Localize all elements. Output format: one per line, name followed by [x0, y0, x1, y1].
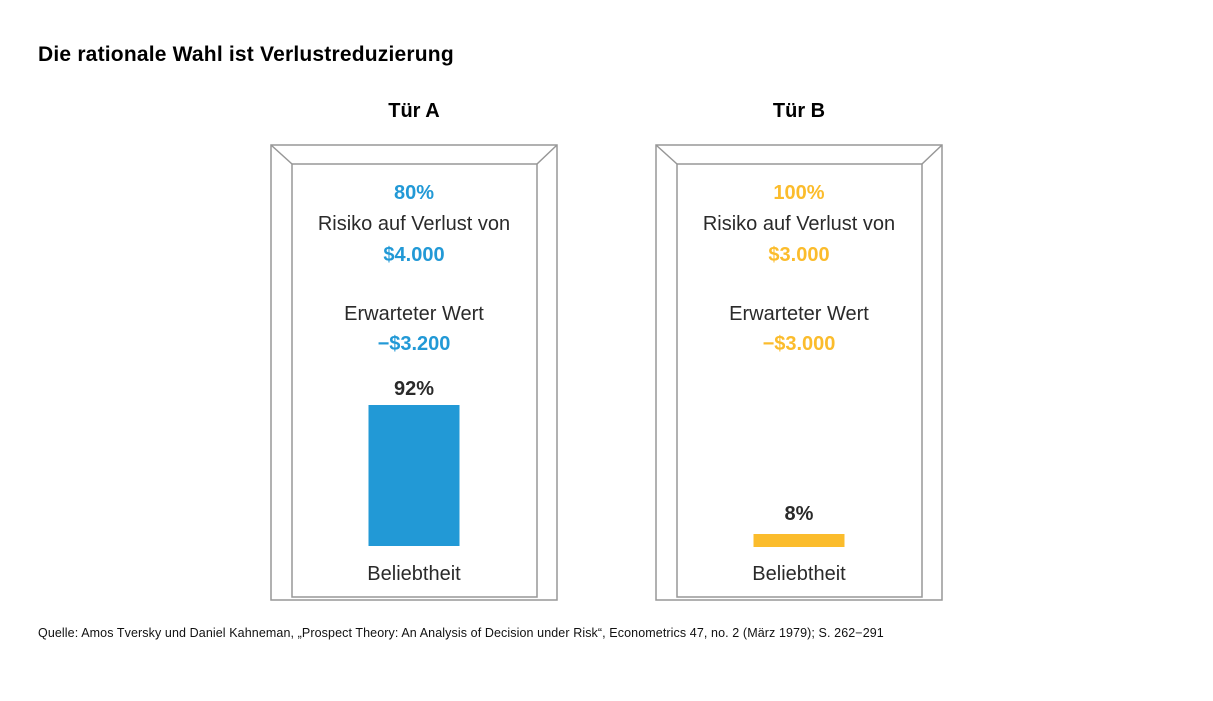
expected-value: −$3.200	[377, 333, 451, 355]
door-b: 100% Risiko auf Verlust von $3.000 Erwar…	[655, 144, 943, 601]
risk-amount: $4.000	[383, 244, 445, 266]
risk-percentage: 80%	[393, 182, 435, 204]
popularity-label: Beliebtheit	[752, 563, 846, 585]
popularity-bar	[368, 405, 460, 546]
popularity-percentage: 92%	[393, 378, 435, 400]
expected-value: −$3.000	[762, 333, 836, 355]
door-a-label: Tür A	[388, 100, 440, 122]
source-note: Quelle: Amos Tversky und Daniel Kahneman…	[38, 626, 884, 640]
expected-value-label: Erwarteter Wert	[729, 303, 869, 325]
risk-amount: $3.000	[768, 244, 830, 266]
risk-description: Risiko auf Verlust von	[317, 213, 511, 235]
door-a: 80% Risiko auf Verlust von $4.000 Erwart…	[270, 144, 558, 601]
door-frame-icon	[655, 144, 943, 601]
popularity-percentage: 8%	[784, 503, 814, 525]
risk-description: Risiko auf Verlust von	[702, 213, 896, 235]
page-title: Die rationale Wahl ist Verlustreduzierun…	[38, 43, 454, 66]
door-b-label: Tür B	[772, 100, 826, 122]
door-frame-icon	[270, 144, 558, 601]
popularity-bar	[753, 534, 845, 547]
expected-value-label: Erwarteter Wert	[344, 303, 484, 325]
risk-percentage: 100%	[773, 182, 825, 204]
popularity-label: Beliebtheit	[367, 563, 461, 585]
